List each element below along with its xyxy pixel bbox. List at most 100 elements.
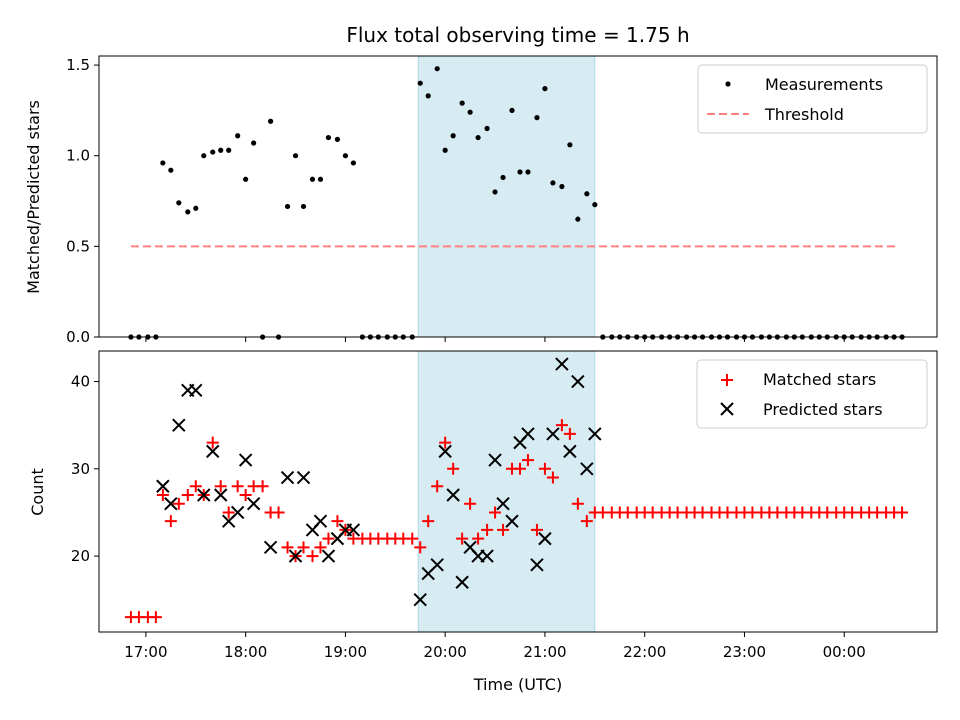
matched-stars-point-36 — [422, 515, 435, 528]
top-ticks: 0.0 0.5 1.0 1.5 — [66, 56, 845, 346]
matched-stars-point-23 — [314, 541, 327, 554]
bottom-panel: 20 30 40 17:00 18:00 19:00 20:00 21:00 22:00 23:0… — [28, 350, 938, 694]
chart-title: Flux total observing time = 1.75 h — [346, 23, 689, 47]
predicted-stars-point-37 — [538, 531, 552, 546]
predicted-stars-point-36 — [530, 558, 544, 572]
matched-stars-point-24 — [322, 532, 335, 545]
top-legend: Measurements Threshold — [697, 64, 928, 134]
top-highlight-span — [417, 55, 596, 338]
matched-stars-point-53 — [563, 427, 576, 440]
measurements-point-21 — [300, 203, 307, 210]
measurements-point-40 — [459, 100, 465, 106]
predicted-stars-point-14 — [288, 549, 303, 563]
measurements-point-50 — [542, 86, 548, 92]
measurements-point-7 — [185, 209, 191, 215]
bottom-y-tick-label-2: 40 — [71, 373, 90, 391]
predicted-stars-point-21 — [346, 523, 361, 537]
measurements-point-43 — [484, 125, 490, 132]
measurements-point-37 — [434, 66, 440, 72]
measurements-point-15 — [251, 140, 257, 146]
bottom-y-tick-label-1: 30 — [71, 460, 90, 478]
top-y-axis-label: Matched/Predicted stars — [24, 100, 43, 294]
matched-stars-point-44 — [489, 506, 502, 519]
measurements-point-53 — [567, 142, 573, 148]
predicted-stars-point-42 — [580, 462, 594, 476]
matched-stars-point-3 — [149, 611, 162, 624]
matched-stars-point-38 — [439, 436, 452, 449]
predicted-stars-point-24 — [430, 558, 444, 572]
predicted-stars-point-33 — [505, 514, 519, 528]
legend-label-matched: Matched stars — [763, 370, 876, 389]
predicted-stars-point-13 — [280, 470, 295, 485]
bottom-y-tick-label-0: 20 — [71, 547, 90, 565]
matched-stars-point-50 — [538, 462, 551, 475]
matched-stars-point-39 — [447, 462, 460, 475]
predicted-stars-point-25 — [438, 444, 452, 459]
top-panel: 0.0 0.5 1.0 1.5 Matched/Predicted stars Mea… — [24, 55, 938, 346]
predicted-stars-point-7 — [214, 488, 228, 502]
x-tick-label-5: 22:00 — [623, 643, 666, 661]
measurements-point-8 — [193, 205, 199, 211]
measurements-point-45 — [500, 174, 506, 181]
matched-stars-point-13 — [231, 480, 244, 493]
predicted-stars-point-30 — [480, 549, 494, 563]
matched-stars-point-5 — [164, 515, 177, 528]
matched-stars-point-22 — [306, 550, 319, 563]
legend-marker-measurements — [725, 81, 731, 87]
matched-stars-point-35 — [414, 541, 427, 554]
measurements-point-49 — [534, 115, 540, 121]
measurements-point-20 — [292, 153, 299, 159]
predicted-stars-point-32 — [496, 497, 510, 511]
legend-label-threshold: Threshold — [764, 105, 844, 124]
measurements-point-6 — [176, 200, 182, 206]
predicted-stars-point-26 — [446, 488, 460, 502]
measurements-point-48 — [525, 169, 531, 175]
matched-stars-point-19 — [281, 541, 294, 554]
predicted-stars-point-40 — [563, 444, 577, 459]
measurements-point-14 — [243, 176, 249, 182]
bottom-legend: Matched stars Predicted stars — [696, 359, 928, 429]
matched-stars-point-7 — [181, 488, 194, 501]
measurements-point-19 — [284, 203, 291, 210]
predicted-stars-point-6 — [206, 444, 220, 459]
predicted-stars-point-41 — [571, 374, 585, 389]
matched-stars-point-25 — [331, 515, 344, 528]
measurements-point-23 — [317, 176, 324, 182]
predicted-stars-point-31 — [488, 453, 502, 467]
x-tick-label-2: 19:00 — [324, 643, 367, 661]
matched-stars-point-14 — [239, 488, 252, 501]
matched-stars-point-52 — [555, 419, 568, 432]
measurements-point-17 — [267, 118, 274, 124]
predicted-stars-point-38 — [546, 427, 560, 441]
top-y-tick-label-2: 1.0 — [66, 147, 90, 165]
predicted-stars-point-35 — [521, 427, 535, 441]
measurements-point-56 — [592, 202, 598, 208]
legend-marker-matched — [721, 374, 733, 386]
measurements-point-55 — [584, 191, 590, 197]
bottom-highlight-span — [417, 350, 596, 633]
bottom-legend-box — [696, 359, 928, 429]
predicted-stars-point-10 — [238, 453, 253, 467]
predicted-stars-point-17 — [313, 514, 328, 528]
measurements-point-51 — [550, 180, 556, 186]
measurements-point-38 — [442, 147, 448, 153]
measurements-point-47 — [517, 169, 523, 175]
legend-marker-predicted — [720, 402, 734, 416]
top-y-tick-label-1: 0.5 — [66, 237, 90, 255]
predicted-stars-point-39 — [555, 357, 569, 371]
matched-stars-point-93 — [896, 506, 909, 519]
measurements-point-12 — [226, 147, 232, 153]
measurements-point-25 — [334, 136, 341, 142]
x-tick-label-3: 20:00 — [424, 643, 467, 661]
matched-stars-point-48 — [521, 454, 534, 467]
measurements-point-27 — [350, 160, 356, 166]
legend-label-measurements: Measurements — [765, 75, 883, 94]
matched-stars-point-11 — [214, 480, 227, 493]
bottom-ticks: 20 30 40 17:00 18:00 19:00 20:00 21:00 22:00 23:0… — [71, 373, 866, 661]
predicted-stars-point-27 — [455, 575, 469, 589]
matched-stars-point-16 — [256, 480, 269, 493]
x-tick-label-7: 00:00 — [823, 643, 866, 661]
measurements-point-42 — [475, 134, 481, 141]
matched-stars-point-43 — [481, 523, 494, 536]
